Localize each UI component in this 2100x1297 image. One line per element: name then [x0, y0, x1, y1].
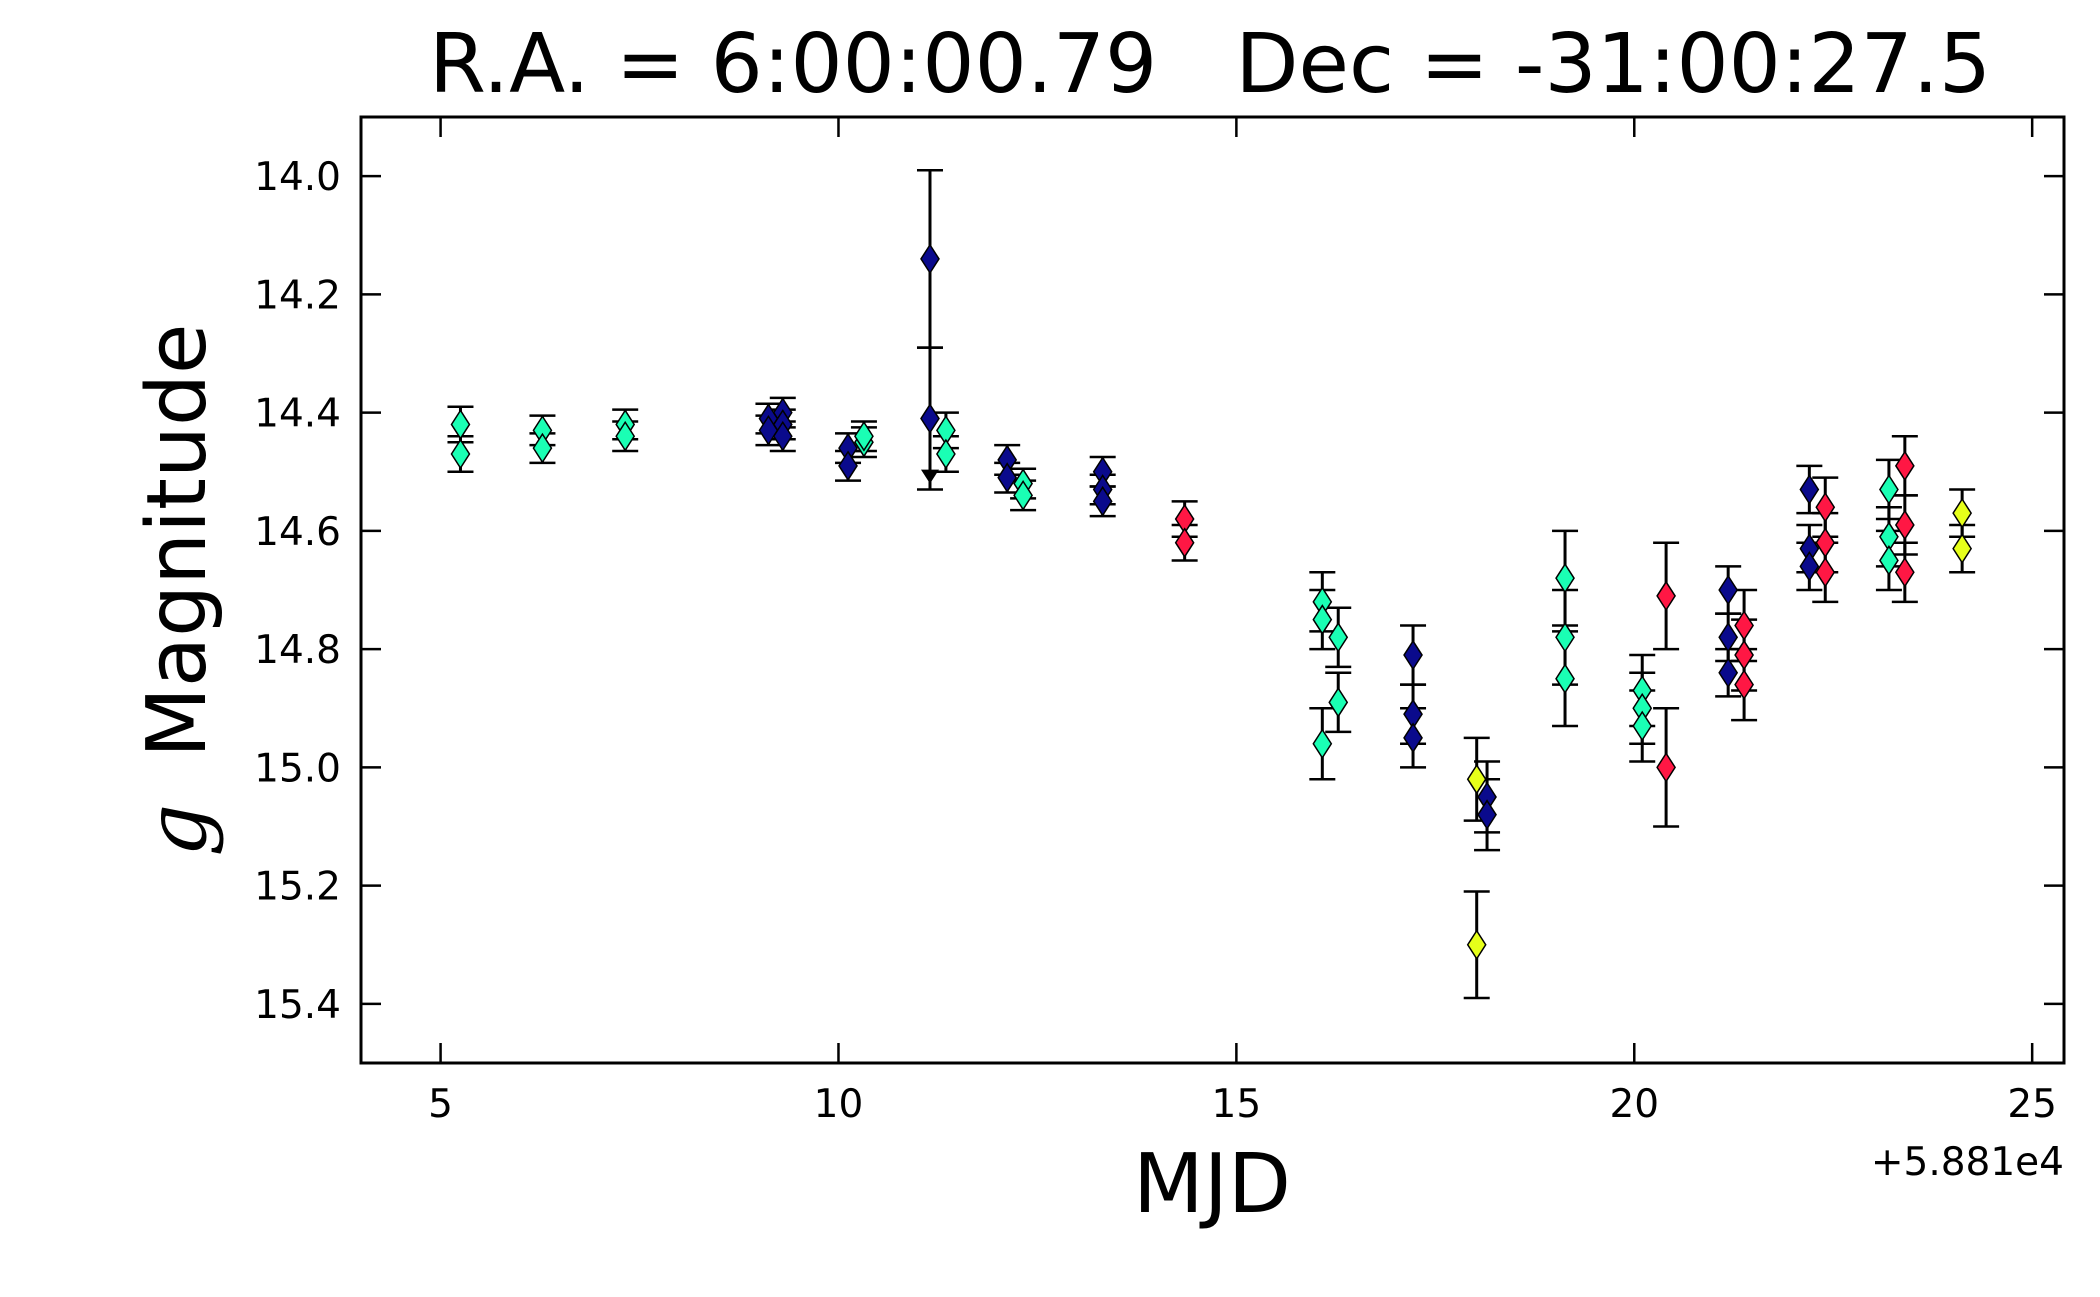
data-point [1718, 621, 1739, 653]
data-point [1734, 610, 1754, 641]
plot-frame [359, 115, 2066, 1065]
data-point [1555, 621, 1575, 653]
data-point [1403, 639, 1423, 671]
data-point [772, 420, 793, 452]
data-point [936, 438, 956, 470]
data-point [1879, 474, 1899, 505]
data-point [1632, 710, 1653, 742]
data-point [1656, 580, 1676, 612]
data-point [1894, 509, 1915, 541]
data-point [1952, 497, 1973, 529]
data-point [450, 438, 471, 470]
y-tick-label: 14.2 [254, 273, 341, 318]
data-point [1555, 663, 1575, 695]
data-point [1312, 604, 1333, 635]
upper-limit-arrow [920, 469, 939, 484]
data-point [1403, 722, 1423, 754]
data-point [1328, 686, 1349, 718]
y-axis-title-text: Magnitude [130, 323, 225, 757]
data-point [1013, 480, 1033, 511]
data-point [838, 450, 858, 482]
data-point [1734, 669, 1754, 700]
y-tick-label: 14.6 [254, 510, 341, 555]
data-point [1466, 929, 1487, 961]
data-point [1815, 556, 1836, 588]
data-point [1894, 556, 1915, 588]
data-point [1952, 533, 1973, 564]
y-tick-label: 14.8 [254, 628, 341, 673]
data-point [1894, 450, 1915, 482]
data-point [1328, 621, 1349, 653]
data-point [1477, 799, 1497, 831]
x-tick-label: 25 [2007, 1082, 2057, 1127]
data-point [920, 403, 940, 434]
data-point [1799, 474, 1820, 505]
x-tick-label: 10 [814, 1082, 864, 1127]
y-axis: 14.0 14.2 14.4 14.6 14.8 15.0 15.2 15.4 [254, 155, 2064, 1028]
x-tick-label: 20 [1609, 1082, 1659, 1127]
y-tick-label: 15.4 [254, 983, 341, 1028]
y-tick-label: 15.0 [254, 746, 341, 791]
chart-title: R.A. = 6:00:00.79 Dec = -31:00:27.5 [429, 17, 1991, 112]
data-point [1815, 527, 1836, 559]
data-point [615, 420, 636, 452]
data-point [1815, 491, 1836, 523]
x-tick-label: 15 [1212, 1082, 1262, 1127]
x-axis: 5 10 15 20 25 [428, 117, 2057, 1127]
y-tick-label: 14.0 [254, 155, 341, 200]
data-point [920, 243, 940, 275]
data-point [854, 420, 874, 452]
data-point [1312, 728, 1333, 760]
data-point [1879, 545, 1899, 576]
data-point [1718, 574, 1739, 606]
data-point [1174, 527, 1195, 559]
data-point [1466, 763, 1487, 795]
y-tick-label: 15.2 [254, 865, 341, 910]
data-point [1555, 562, 1575, 594]
x-offset-label: +5.881e4 [1871, 1140, 2064, 1185]
data-point [1718, 657, 1739, 689]
x-axis-title: MJD [1133, 1137, 1291, 1232]
plot-area [447, 168, 1976, 1000]
data-point [1734, 639, 1754, 671]
y-tick-label: 14.4 [254, 392, 341, 437]
data-point [532, 432, 553, 464]
data-point [1799, 550, 1820, 582]
y-axis-title: g Magnitude [130, 323, 225, 856]
data-point [997, 462, 1018, 494]
x-tick-label: 5 [428, 1082, 453, 1127]
data-point [450, 409, 471, 440]
y-axis-title-symbol: g [130, 804, 225, 857]
data-point [1092, 485, 1113, 517]
data-point [1656, 751, 1676, 783]
